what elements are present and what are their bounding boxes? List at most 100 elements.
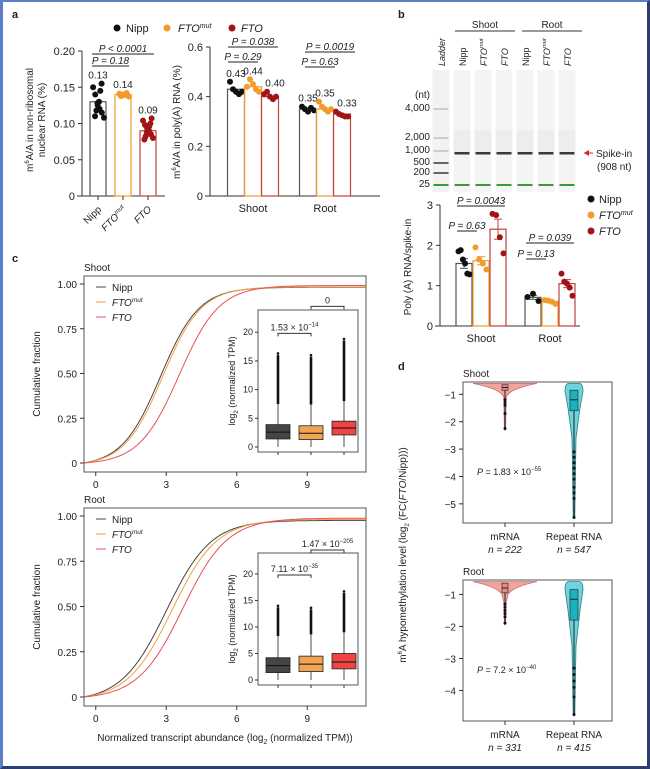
tick-label: FTOmut <box>112 297 144 309</box>
gel-marker-band <box>496 184 512 186</box>
comparison-bracket <box>310 305 345 310</box>
legend-marker-fto <box>228 24 236 32</box>
gel-smear <box>558 130 576 152</box>
ladder-band <box>433 108 449 110</box>
data-point <box>250 81 256 88</box>
data-point <box>92 91 99 98</box>
legend-label-fto-mut: FTOmut <box>178 23 213 35</box>
outlier-point <box>572 472 576 476</box>
data-point <box>328 106 334 113</box>
data-point <box>247 76 253 83</box>
legend-label-fto: FTO <box>241 23 263 35</box>
data-point <box>569 292 576 299</box>
subplot-title: Shoot <box>463 369 489 380</box>
pvalue-a2-label: P = 0.18 <box>92 56 130 67</box>
tick-label: Nipp <box>458 47 468 66</box>
outlier-point <box>572 450 576 454</box>
data-point <box>98 80 105 87</box>
gel-marker-band <box>433 184 449 186</box>
y-tick-label: 0.25 <box>58 648 78 659</box>
chart-a-polya: 0 0.2 0.4 0.6 m6A/A in poly(A) RNA (%) Shoot 0… <box>172 37 380 215</box>
y-tick-label: 0.50 <box>58 603 78 614</box>
data-point <box>256 88 262 95</box>
inset-y-axis-label: log2 (normalized TPM) <box>227 336 240 425</box>
outlier-point <box>503 612 507 616</box>
outlier-point <box>572 496 576 500</box>
tick-label: FTOmut <box>112 529 144 541</box>
bar-root-fto <box>558 283 576 327</box>
x-tick-label: 6 <box>234 714 240 725</box>
gel-group-shoot: Shoot <box>472 20 498 31</box>
y-axis-label: Cumulative fraction <box>32 331 43 417</box>
outlier-point <box>572 685 576 689</box>
chart-c-root: Root 0 0.25 0.50 0.75 1.00 0 3 6 9 Cumulative frac… <box>32 495 367 746</box>
y-tick-label: −4 <box>445 687 457 698</box>
y-tick-label: 1 <box>427 281 433 293</box>
y-axis-label: Cumulative fraction <box>32 564 43 650</box>
x-tick-label: mRNA <box>490 730 520 741</box>
data-point <box>150 135 156 141</box>
data-point <box>90 84 97 91</box>
box-outlier-point <box>276 352 280 355</box>
bar-root-fto <box>332 113 352 197</box>
pvalue-label: P = 1.83 × 10−55 <box>477 467 542 477</box>
y-axis-label: m6A/A in non-ribosomalnuclear RNA (%) <box>25 68 48 172</box>
gel-smear <box>495 130 513 152</box>
y-tick-label: −4 <box>445 472 457 483</box>
comparison-bracket <box>277 574 312 578</box>
gel-smear <box>474 130 492 152</box>
value-label: 0.14 <box>113 80 133 91</box>
violin-box <box>569 589 579 621</box>
gel-spike-band <box>454 152 470 155</box>
data-point <box>479 260 486 267</box>
inset-y-tick-label: 15 <box>243 356 253 366</box>
value-label: 0.09 <box>138 105 158 116</box>
value-label: 0.35 <box>298 94 318 105</box>
gel-image-b: Shoot Root Ladder Nipp FTOmut FTO Nipp FTOmut FT… <box>405 20 632 192</box>
data-point <box>493 212 500 219</box>
inset-y-tick-label: 20 <box>243 327 253 337</box>
outlier-point <box>572 679 576 683</box>
data-point <box>500 250 507 257</box>
y-tick-label: −3 <box>445 655 457 666</box>
tick-label: FTO <box>132 204 154 226</box>
x-tick-label-shoot: Shoot <box>239 203 268 215</box>
y-tick-label: 0.75 <box>58 325 78 336</box>
pvalue-root-1-label: P = 0.0019 <box>306 42 355 53</box>
pvalue-root-1-label: P = 0.039 <box>529 233 572 244</box>
x-tick-label: 0 <box>93 714 99 725</box>
inset-y-axis-label: log2 (normalized TPM) <box>227 574 240 663</box>
data-point <box>227 78 233 85</box>
data-point <box>141 136 148 143</box>
y-tick-label: 0.2 <box>188 141 203 153</box>
data-point <box>472 244 479 251</box>
x-tick-label: 9 <box>304 480 310 491</box>
y-tick-label: −2 <box>445 622 457 633</box>
pvalue-label: P = 7.2 × 10−40 <box>477 665 537 675</box>
x-tick-label-root: Root <box>538 333 561 345</box>
outlier-point <box>572 666 576 670</box>
bar-root-nipp <box>298 108 318 197</box>
ladder-size-label: 2,000 <box>405 132 430 143</box>
value-label: 0.35 <box>315 89 335 100</box>
legend-marker-nipp <box>587 195 595 203</box>
tick-label: FTOmut <box>542 38 552 66</box>
outlier-point <box>503 398 507 402</box>
comparison-pvalue: 1.53 × 10−14 <box>271 322 320 332</box>
legend-marker-fto <box>587 227 595 235</box>
gel-marker-band <box>517 184 533 186</box>
data-point <box>93 107 100 114</box>
bar-shoot-fto <box>260 96 280 197</box>
panel-letter-a: a <box>12 9 19 21</box>
outlier-point <box>572 516 576 520</box>
outlier-point <box>572 673 576 677</box>
outlier-point <box>572 477 576 481</box>
data-point <box>98 109 105 116</box>
pvalue-shoot-1-label: P = 0.038 <box>232 37 275 48</box>
data-point <box>530 290 536 297</box>
pvalue-root-2-label: P = 0.13 <box>517 249 555 260</box>
outlier-point <box>503 621 507 625</box>
n-label: n = 547 <box>557 545 591 556</box>
ladder-band <box>433 150 449 152</box>
